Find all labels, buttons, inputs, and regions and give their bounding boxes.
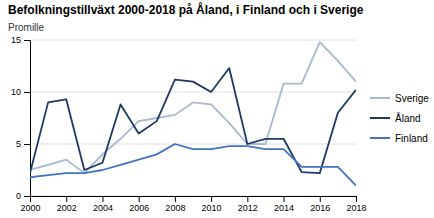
legend-item: Åland (370, 112, 421, 124)
tick: 2012 (238, 196, 258, 213)
tick-mark (247, 196, 248, 202)
tick-label: 2010 (202, 203, 222, 213)
tick-label: 2000 (20, 203, 40, 213)
tick-mark (320, 196, 321, 202)
tick-label: 2014 (274, 203, 294, 213)
series-line (30, 68, 356, 173)
tick-label: 2006 (129, 203, 149, 213)
series-line (30, 42, 356, 173)
plot: 2000 2002 2004 2006 2008 2010 2012 2014 2016 2018… (11, 35, 367, 213)
legend-label: Åland (395, 112, 421, 124)
tick-mark (24, 40, 30, 41)
series-line (30, 144, 356, 186)
tick-mark (66, 196, 67, 202)
legend-label: Finland (395, 133, 428, 144)
tick-label: 0 (16, 191, 21, 201)
tick-mark (24, 196, 30, 197)
tick-label: 15 (11, 35, 21, 45)
tick-mark (24, 144, 30, 145)
tick: 2006 (129, 196, 149, 213)
chart: Befolkningstillväxt 2000-2018 på Åland, … (0, 0, 434, 218)
grid (30, 40, 356, 196)
tick-label: 2002 (57, 203, 77, 213)
grid-line (30, 144, 356, 145)
tick: 15 (11, 35, 30, 45)
tick-mark (139, 196, 140, 202)
grid-line (30, 92, 356, 93)
tick: 5 (16, 139, 30, 149)
tick-label: 2016 (310, 203, 330, 213)
title: Befolkningstillväxt 2000-2018 på Åland, … (8, 2, 364, 17)
legend-swatch (370, 137, 390, 139)
tick-mark (356, 196, 357, 202)
tick: 2010 (202, 196, 222, 213)
tick-mark (284, 196, 285, 202)
tick-label: 2012 (238, 203, 258, 213)
lines (30, 42, 356, 186)
tick-mark (211, 196, 212, 202)
tick: 2002 (57, 196, 77, 213)
axis-line (31, 197, 357, 203)
tick-label: 5 (16, 139, 21, 149)
axis-line (24, 41, 31, 197)
tick: 2014 (274, 196, 294, 213)
tick-label: 10 (11, 87, 21, 97)
tick: 2008 (165, 196, 185, 213)
tick: 2016 (310, 196, 330, 213)
legend-item: Finland (370, 133, 428, 144)
tick-label: 2004 (93, 203, 113, 213)
tick: 2018 (346, 196, 366, 213)
tick: 0 (16, 191, 30, 201)
legend-label: Sverige (395, 93, 429, 104)
tick: 2000 (20, 196, 40, 213)
legend: Sverige Åland Finland (370, 93, 429, 144)
x-axis: 2000 2002 2004 2006 2008 2010 2012 2014 2016 2018 (20, 196, 366, 213)
tick-label: 2008 (165, 203, 185, 213)
legend-item: Sverige (370, 93, 429, 104)
tick-mark (102, 196, 103, 202)
legend-swatch (370, 117, 390, 119)
y-axis-label: Promille (8, 22, 45, 33)
grid-line (30, 40, 356, 41)
legend-swatch (370, 97, 390, 99)
tick: 2004 (93, 196, 113, 213)
tick-mark (175, 196, 176, 202)
y-axis: 0 5 10 15 (11, 35, 31, 201)
tick-mark (24, 92, 30, 93)
tick: 10 (11, 87, 30, 97)
tick-label: 2018 (346, 203, 366, 213)
